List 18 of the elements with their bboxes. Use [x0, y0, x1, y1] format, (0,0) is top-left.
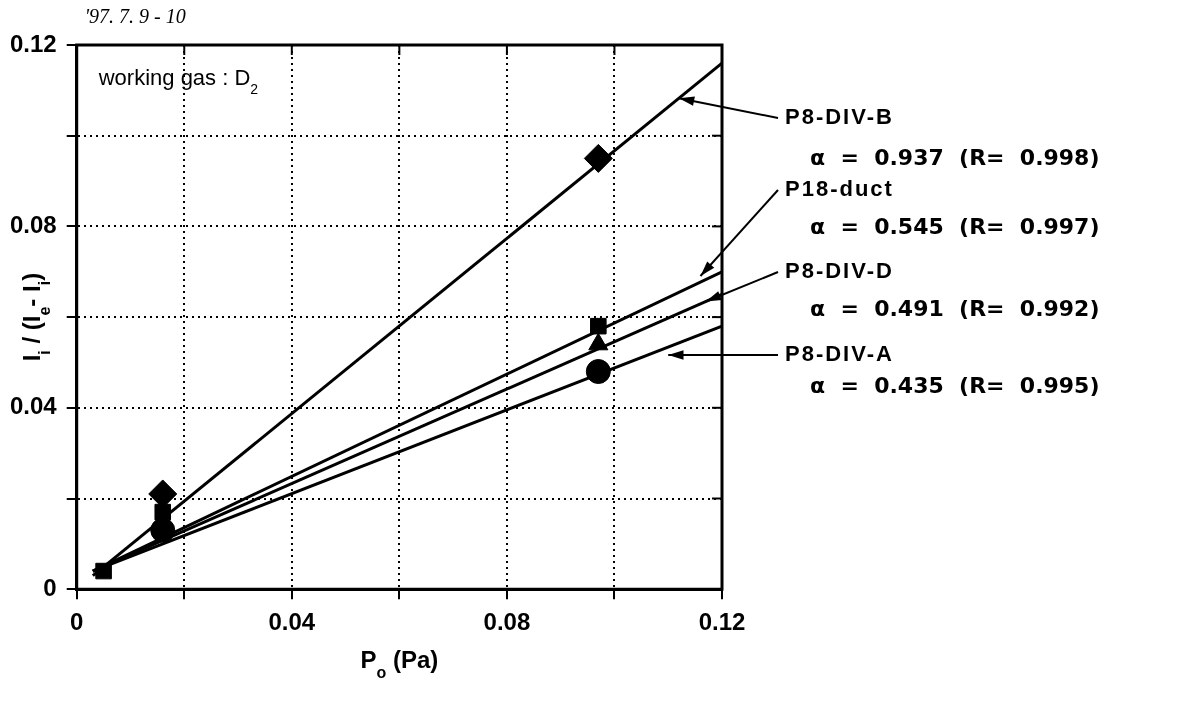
text: α = 0.545 (R= 0.997): [810, 214, 1100, 239]
text: '97. 7. 9 - 10: [84, 5, 186, 27]
x-tick-label: 0: [70, 608, 84, 636]
legend-label: P8-DIV-B: [785, 104, 894, 130]
text: α = 0.435 (R= 0.995): [810, 373, 1100, 398]
text: P18-duct: [785, 176, 894, 202]
text: α = 0.937 (R= 0.998): [810, 145, 1100, 170]
y-tick-label: 0.08: [9, 211, 57, 239]
x-tick-label: 0.04: [268, 608, 316, 636]
legend-label: P8-DIV-A: [785, 341, 894, 367]
x-tick-label: 0.08: [483, 608, 531, 636]
y-tick-label: 0.04: [9, 392, 58, 420]
text: P8-DIV-D: [785, 258, 894, 284]
y-tick-label: 0.12: [9, 29, 57, 57]
y-axis-title: Ii / (Ie- Ii): [18, 272, 53, 362]
x-tick-label: 0.12: [698, 608, 746, 636]
y-tick-label: 0: [43, 573, 57, 601]
text: α = 0.491 (R= 0.992): [810, 296, 1100, 321]
